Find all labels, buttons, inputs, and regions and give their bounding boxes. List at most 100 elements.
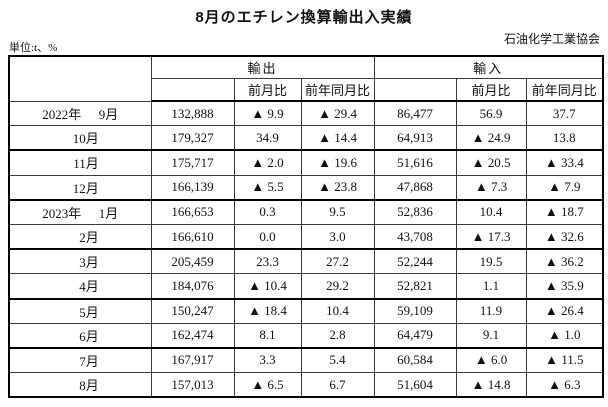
table-row: 11月 175,717 ▲ 2.0 ▲ 19.6 51,616 ▲ 20.5 ▲ 33.4 [8,149,604,176]
row-month-label: 2月 [79,230,99,246]
import-yoy-cell: ▲ 6.3 [525,372,604,398]
page-title: 8月のエチレン換算輸出入実績 [195,9,413,26]
row-label-header-cell [8,55,152,102]
export-mom-cell: ▲ 2.0 [233,149,302,176]
export-yoy-cell: 6.7 [300,372,375,398]
import-yoy-cell: ▲ 36.2 [525,248,604,275]
export-yoy-cell: 10.4 [300,298,375,324]
export-value-header-cell [150,77,235,102]
row-label-cell: 5月 [8,298,152,324]
row-month-label: 4月 [79,279,99,295]
export-mom-cell: 0.3 [233,199,302,225]
import-yoy-cell: ▲ 33.4 [525,149,604,176]
import-mom-cell: 9.1 [455,322,527,349]
row-label-cell: 8月 [8,372,152,398]
import-yoy-cell: 13.8 [525,125,604,152]
import-value-cell: 59,109 [373,298,457,324]
import-mom-cell: ▲ 17.3 [455,223,527,251]
export-yoy-header: 前年同月比 [300,77,375,102]
export-mom-cell: ▲ 5.5 [233,174,302,201]
export-value-cell: 157,013 [150,372,235,398]
export-value-cell: 162,474 [150,322,235,349]
import-yoy-header: 前年同月比 [525,77,604,102]
table-row: 4月 184,076 ▲ 10.4 29.2 52,821 1.1 ▲ 35.9 [8,273,604,300]
organization-label: 石油化学工業協会 [503,32,600,46]
import-group-header: 輸入 [373,55,604,79]
export-value-cell: 184,076 [150,273,235,300]
table-row: 6月 162,474 8.1 2.8 64,479 9.1 ▲ 1.0 [8,322,604,349]
row-label-cell: 11月 [8,149,152,176]
table-row: 5月 150,247 ▲ 18.4 10.4 59,109 11.9 ▲ 26.4 [8,298,604,324]
row-label-cell: 12月 [8,174,152,201]
import-mom-cell: 1.1 [455,273,527,300]
import-value-cell: 51,616 [373,149,457,176]
import-value-cell: 86,477 [373,100,457,127]
row-month-label: 11月 [73,156,99,172]
export-yoy-cell: 5.4 [300,347,375,374]
import-mom-cell: 10.4 [455,199,527,225]
export-mom-cell: ▲ 9.9 [233,100,302,127]
export-value-cell: 166,653 [150,199,235,225]
import-yoy-cell: ▲ 11.5 [525,347,604,374]
export-yoy-cell: 3.0 [300,223,375,251]
import-value-cell: 52,821 [373,273,457,300]
import-value-cell: 60,584 [373,347,457,374]
export-value-cell: 150,247 [150,298,235,324]
row-label-cell: 2022年 9月 [8,100,152,127]
row-month-label: 12月 [72,180,99,196]
row-month-label: 10月 [72,131,99,147]
export-value-cell: 175,717 [150,149,235,176]
export-yoy-cell: 27.2 [300,248,375,275]
import-value-header-cell [373,77,457,102]
row-label-cell: 2月 [8,223,152,251]
export-mom-cell: ▲ 18.4 [233,298,302,324]
import-value-cell: 64,479 [373,322,457,349]
export-mom-cell: 3.3 [233,347,302,374]
row-label-cell: 3月 [8,248,152,275]
import-yoy-cell: ▲ 35.9 [525,273,604,300]
export-yoy-cell: ▲ 29.4 [300,100,375,127]
row-month-label: 1月 [98,205,119,221]
export-value-cell: 166,610 [150,223,235,251]
export-yoy-cell: ▲ 14.4 [300,125,375,152]
row-year-label: 2022年 [42,106,82,122]
row-label-cell: 7月 [8,347,152,374]
export-mom-cell: ▲ 10.4 [233,273,302,300]
table-row: 7月 167,917 3.3 5.4 60,584 ▲ 6.0 ▲ 11.5 [8,347,604,374]
row-label-cell: 6月 [8,322,152,349]
export-value-cell: 179,327 [150,125,235,152]
import-mom-cell: 56.9 [455,100,527,127]
import-mom-cell: ▲ 7.3 [455,174,527,201]
import-mom-cell: ▲ 6.0 [455,347,527,374]
table-row: 10月 179,327 34.9 ▲ 14.4 64,913 ▲ 24.9 13.8 [8,125,604,152]
table-row: 2022年 9月 132,888 ▲ 9.9 ▲ 29.4 86,477 56.9 37.7 [8,100,604,127]
import-yoy-cell: ▲ 7.9 [525,174,604,201]
header-row-groups: 輸出 輸入 [8,55,604,102]
row-label-cell: 4月 [8,273,152,300]
import-mom-cell: ▲ 24.9 [455,125,527,152]
export-group-header: 輸出 [150,55,375,79]
import-value-cell: 43,708 [373,223,457,251]
import-value-cell: 47,868 [373,174,457,201]
table-row: 8月 157,013 ▲ 6.5 6.7 51,604 ▲ 14.8 ▲ 6.3 [8,372,604,398]
export-mom-header: 前月比 [233,77,302,102]
export-value-cell: 167,917 [150,347,235,374]
import-value-cell: 51,604 [373,372,457,398]
import-yoy-cell: ▲ 1.0 [525,322,604,349]
header-row-subcolumns: 前月比 前年同月比 前月比 前年同月比 [9,77,604,102]
row-year-label: 2023年 [42,205,82,221]
import-mom-cell: 11.9 [455,298,527,324]
row-month-label: 6月 [79,328,99,344]
meta-row: 単位:t、% 石油化学工業協会 [8,27,602,55]
unit-label: 単位:t、% [9,42,58,54]
import-yoy-cell: ▲ 18.7 [525,199,604,225]
export-value-cell: 132,888 [150,100,235,127]
table-row: 2023年 1月 166,653 0.3 9.5 52,836 10.4 ▲ 18.7 [8,199,604,225]
ethylene-trade-table: 輸出 輸入 前月比 前年同月比 前月比 前年同月比 2022年 9月 132,888… [8,55,605,399]
row-month-label: 5月 [79,304,99,320]
export-mom-cell: 34.9 [233,125,302,152]
import-mom-cell: 19.5 [455,248,527,275]
row-month-label: 8月 [79,378,99,394]
export-yoy-cell: 29.2 [300,273,375,300]
